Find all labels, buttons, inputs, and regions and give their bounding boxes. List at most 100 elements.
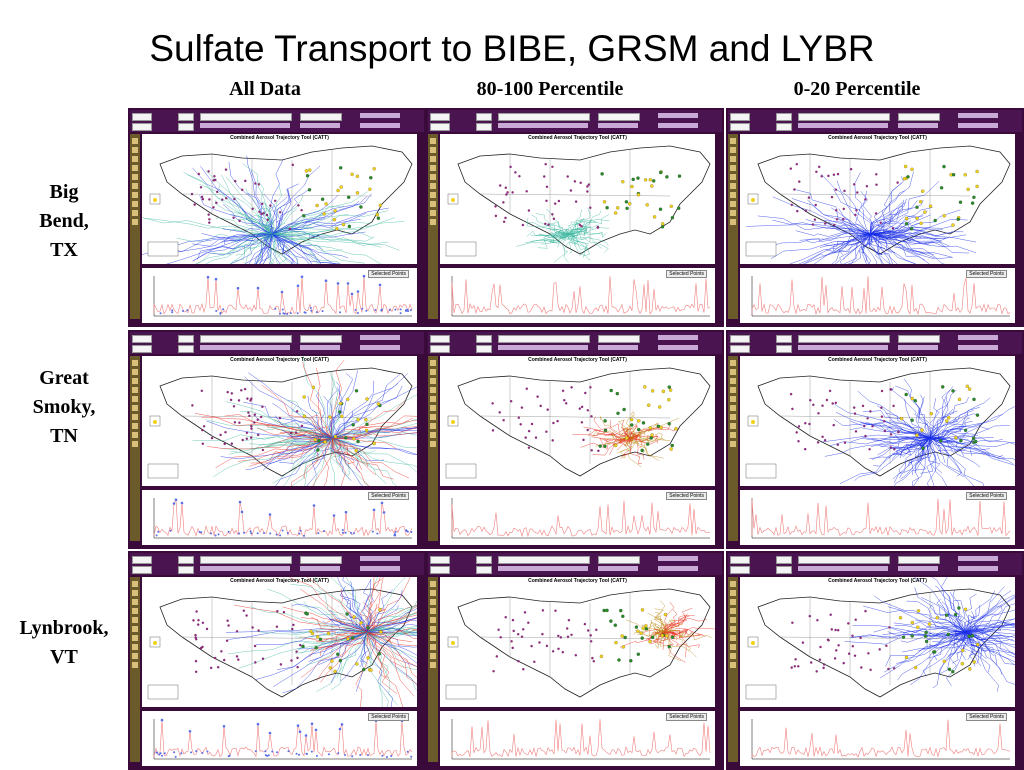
monitoring-site-marker — [910, 620, 914, 625]
monitoring-site-marker — [641, 421, 646, 425]
trajectory-line — [964, 629, 1015, 639]
tool-dropdown — [476, 345, 492, 353]
monitoring-site-marker — [835, 218, 839, 221]
trajectory-line — [331, 437, 370, 486]
monitoring-site-marker — [254, 661, 257, 664]
monitoring-site-marker — [650, 635, 655, 640]
selected-points-button: Selected Points — [666, 270, 707, 278]
coastline — [757, 367, 1011, 477]
selected-point-marker — [282, 312, 285, 315]
tool-side-toolbar — [130, 356, 140, 541]
trajectory-line — [218, 185, 273, 235]
monitoring-site-marker — [797, 425, 801, 428]
monitoring-site-marker — [842, 661, 845, 665]
selected-point-marker — [314, 728, 318, 732]
trajectory-line — [331, 423, 417, 439]
monitoring-site-marker — [296, 665, 299, 669]
trajectory-line — [233, 604, 368, 633]
monitoring-site-marker — [351, 437, 356, 441]
selected-point-marker — [180, 752, 183, 755]
trajectory-line — [331, 437, 417, 455]
monitoring-site-marker — [649, 436, 653, 440]
trajectory-line — [869, 233, 898, 264]
monitoring-site-marker — [904, 655, 909, 660]
monitoring-site-marker — [636, 629, 640, 633]
concentration-line — [751, 498, 1011, 537]
trajectory-line — [964, 609, 1015, 633]
monitoring-site-marker — [580, 421, 584, 424]
monitoring-site-marker — [235, 630, 239, 633]
selected-point-marker — [249, 530, 252, 533]
trajectory-line — [195, 233, 273, 264]
trajectory-line — [271, 233, 349, 259]
monitoring-site-marker — [650, 389, 655, 393]
trajectory-line — [929, 437, 948, 486]
toolbar-button-icon — [730, 174, 736, 180]
tool-dropdown — [360, 123, 400, 128]
toolbar-button-icon — [430, 174, 436, 180]
monitoring-site-marker — [899, 416, 904, 421]
monitoring-site-marker — [590, 449, 593, 452]
monitoring-site-marker — [545, 430, 548, 433]
monitoring-site-marker — [586, 409, 589, 412]
selected-point-marker — [158, 753, 161, 756]
tool-dropdown — [658, 556, 698, 561]
monitoring-site-marker — [852, 406, 856, 409]
toolbar-button-icon — [430, 183, 436, 189]
monitoring-site-marker — [316, 448, 320, 452]
selected-point-marker — [332, 514, 336, 517]
trajectory-line — [664, 627, 688, 635]
tool-dropdown — [430, 345, 450, 353]
trajectory-line — [366, 617, 417, 633]
trajectory-line — [929, 389, 957, 439]
trajectory-line — [366, 623, 417, 633]
monitoring-site-marker — [586, 185, 589, 188]
selected-point-marker — [300, 275, 304, 279]
trajectory-line — [964, 631, 1015, 646]
tool-dropdown — [498, 345, 588, 350]
trajectory-line — [791, 198, 871, 235]
toolbar-button-icon — [730, 387, 736, 393]
monitoring-site-marker — [359, 621, 363, 625]
trajectory-line — [366, 631, 417, 656]
monitoring-site-marker — [201, 428, 204, 432]
trajectory-line — [271, 193, 372, 235]
monitoring-site-marker — [563, 399, 566, 402]
monitoring-site-marker — [355, 174, 360, 179]
trajectory-line — [929, 437, 981, 468]
trajectory-line — [914, 587, 966, 633]
monitoring-site-marker — [511, 646, 514, 650]
monitoring-site-marker — [520, 406, 524, 409]
scale-marker — [153, 641, 157, 645]
monitoring-site-marker — [335, 226, 339, 231]
monitoring-site-marker — [851, 634, 854, 637]
monitoring-site-marker — [789, 392, 793, 396]
map-title: Combined Aerosol Trajectory Tool (CATT) — [828, 135, 927, 141]
monitoring-site-marker — [300, 208, 303, 212]
toolbar-button-icon — [430, 378, 436, 384]
monitoring-site-marker — [963, 173, 967, 177]
monitoring-site-marker — [651, 179, 656, 183]
monitoring-site-marker — [951, 173, 956, 177]
state-borders — [181, 593, 373, 685]
monitoring-site-marker — [963, 607, 968, 611]
monitoring-site-marker — [813, 218, 817, 221]
trajectory-line — [959, 631, 967, 661]
monitoring-site-marker — [902, 177, 907, 181]
trajectory-line — [200, 165, 273, 235]
toolbar-button-icon — [730, 662, 736, 668]
trajectory-line — [350, 581, 368, 633]
monitoring-site-marker — [795, 163, 799, 166]
selected-point-marker — [155, 534, 158, 537]
monitoring-site-marker — [332, 217, 337, 222]
monitoring-site-marker — [613, 623, 617, 627]
monitoring-site-marker — [302, 414, 307, 418]
selected-point-marker — [160, 754, 163, 757]
trajectory-line — [331, 437, 417, 468]
trajectory-line — [309, 631, 368, 658]
trajectory-line — [964, 631, 994, 654]
monitoring-site-marker — [330, 659, 334, 663]
selected-point-marker — [350, 532, 353, 534]
trajectory-line — [964, 631, 1015, 662]
tool-dropdown — [430, 113, 450, 121]
